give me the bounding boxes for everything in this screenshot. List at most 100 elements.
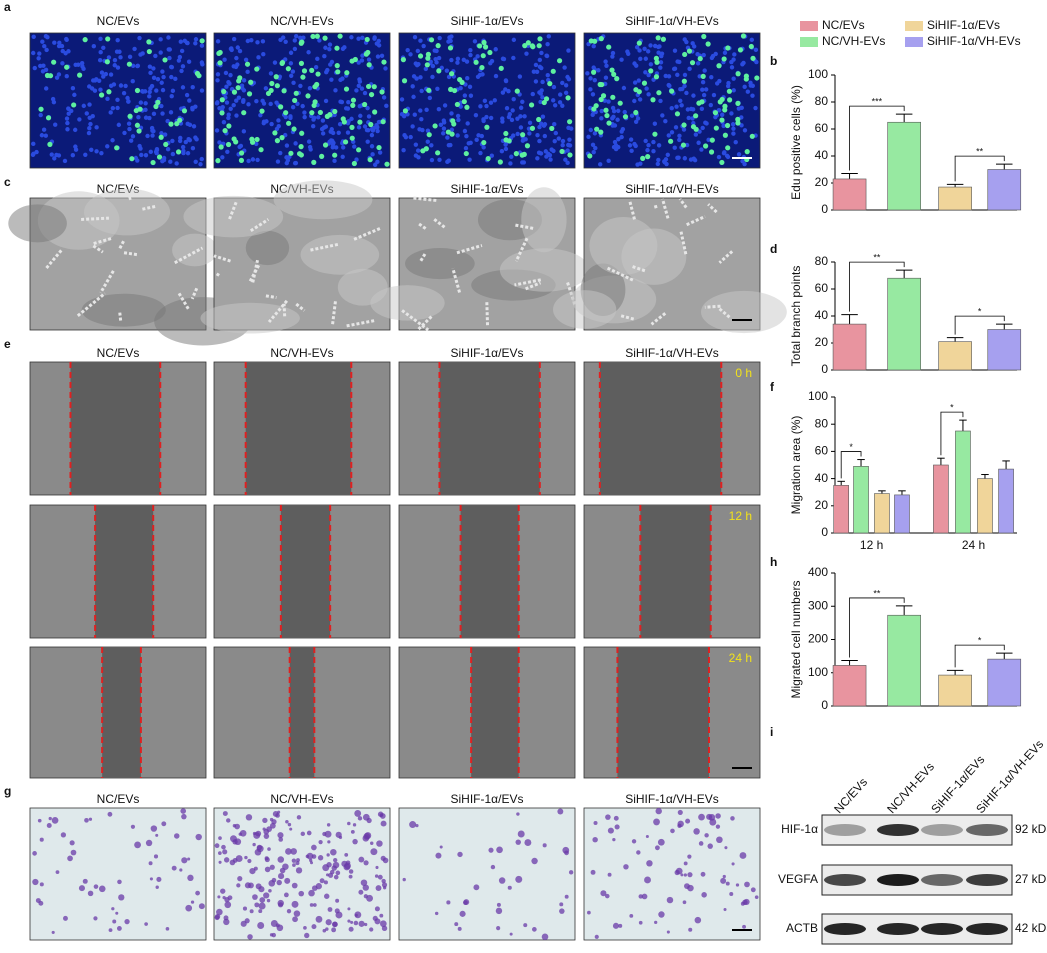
edu-cell [64,64,70,70]
legend-label: NC/VH-EVs [822,34,885,48]
migrated-cell [268,889,272,893]
migrated-cell [677,809,683,815]
nucleus [112,57,118,63]
nucleus [632,141,637,147]
tube [401,309,430,332]
nucleus [333,88,338,93]
nucleus [646,72,651,78]
edu-cell [225,141,232,148]
edu-cell [365,83,372,90]
significance-label: ** [873,252,881,262]
nucleus [150,133,155,138]
nucleus [413,142,419,147]
nucleus [288,61,294,66]
migrated-cell [315,915,323,923]
migrated-cell [263,892,270,899]
nucleus [410,84,415,89]
edu-cell [450,118,456,124]
nucleus [684,142,690,148]
migrated-cell [507,885,512,890]
migrated-cell [296,858,300,863]
migrated-cell [218,836,222,840]
edu-cell [724,122,731,129]
migrated-cell [454,922,459,927]
nucleus [199,156,204,162]
migrated-cell [322,831,327,837]
nucleus [261,52,266,57]
column-title: NC/EVs [97,14,140,28]
nucleus [45,35,50,40]
nucleus [560,138,566,144]
y-tick-label: 80 [815,254,829,268]
nucleus [320,118,326,123]
legend-label: SiHIF-1α/EVs [927,18,1000,32]
nucleus [223,70,229,76]
migrated-cell [358,856,365,863]
bar [998,468,1014,534]
nucleus [170,138,175,144]
nucleus [501,56,507,62]
bar [894,494,910,534]
migrated-cell [655,807,662,815]
nucleus [356,60,361,65]
nucleus [168,64,174,70]
migrated-cell [370,841,374,845]
edu-cell [136,128,142,134]
edu-cell [153,103,159,110]
nucleus [167,55,172,61]
nucleus [430,74,435,80]
migrated-cell [87,890,94,897]
edu-cell [529,43,535,49]
migrated-cell [276,879,282,886]
edu-cell [402,108,409,114]
nucleus [548,157,553,162]
significance-bracket [840,451,862,479]
nucleus [699,147,704,152]
nucleus [552,103,558,108]
migrated-cell [145,839,153,847]
tube [718,307,732,320]
nucleus [684,90,689,96]
edu-cell [134,122,141,128]
edu-cell [448,86,454,93]
nucleus [449,111,454,116]
nucleus [736,152,742,157]
migrated-cell [309,861,314,865]
nucleus [234,55,239,61]
nucleus [151,75,157,81]
nucleus [731,126,736,131]
edu-cell [719,117,725,123]
nucleus [54,75,60,80]
nucleus [748,83,754,88]
edu-cell [286,120,292,126]
edu-cell [71,102,77,108]
nucleus [625,49,630,54]
nucleus [159,103,164,109]
nucleus [375,128,380,134]
nucleus [362,90,368,96]
nucleus [567,143,573,148]
edu-cell [244,61,251,67]
migrated-cell [607,827,614,834]
tube [265,294,277,300]
migrated-cell [701,892,707,898]
edu-cell [146,48,152,55]
y-tick-label: 200 [808,632,828,646]
column-title: NC/VH-EVs [270,792,333,806]
size-label: 27 kDa [1015,872,1047,886]
nucleus [145,133,150,139]
edu-cell [636,40,642,46]
edu-cell [332,152,338,158]
nucleus [722,50,728,55]
nucleus [518,105,524,110]
nucleus [425,128,431,133]
edu-cell [137,106,143,112]
nucleus [585,71,590,76]
nucleus [509,154,514,159]
nucleus [184,40,190,46]
nucleus [162,132,168,137]
nucleus [652,121,658,126]
migrated-cell [117,879,122,885]
nucleus [418,108,423,113]
edu-cell [565,95,571,101]
